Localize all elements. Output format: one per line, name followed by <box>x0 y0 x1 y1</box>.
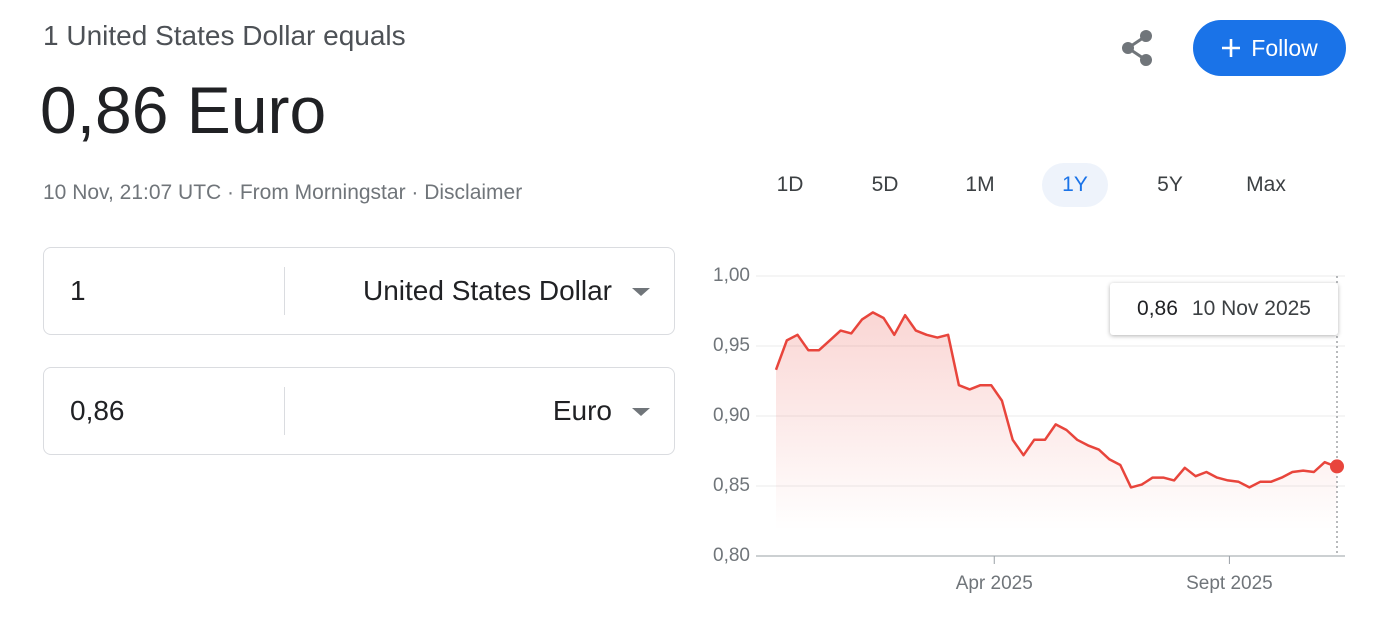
tooltip-value: 0,86 <box>1137 297 1178 320</box>
y-tick-label: 1,00 <box>713 265 750 286</box>
rate-title: 0,86 Euro <box>40 73 327 147</box>
share-button[interactable] <box>1115 26 1159 70</box>
range-button[interactable]: Max <box>1246 173 1286 196</box>
x-tick-label: Sept 2025 <box>1186 573 1273 594</box>
dropdown-caret[interactable] <box>632 408 650 416</box>
dropdown-caret[interactable] <box>632 288 650 296</box>
subtitle: 1 United States Dollar equals <box>43 20 406 51</box>
amount-row: 0,86 Euro <box>43 367 675 455</box>
series-line <box>774 311 1337 489</box>
current-point <box>1330 459 1344 474</box>
range-button[interactable]: 5D <box>871 173 899 196</box>
follow-label: Follow <box>1251 34 1318 61</box>
x-tick-label: Apr 2025 <box>956 573 1033 594</box>
range-button[interactable]: 1D <box>776 173 804 196</box>
area-fill <box>776 312 1337 530</box>
currency-select[interactable]: Euro <box>552 395 612 426</box>
y-tick-label: 0,80 <box>713 545 750 566</box>
plus-icon <box>1222 39 1241 57</box>
amount-row: 1 United States Dollar <box>43 247 675 335</box>
range-button[interactable]: 1M <box>965 173 995 196</box>
y-tick-label: 0,95 <box>713 335 750 356</box>
range-button[interactable]: 1Y <box>1042 163 1108 207</box>
amount-input[interactable]: 1 <box>70 275 86 306</box>
tooltip: 0,86 10 Nov 2025 <box>1110 283 1338 335</box>
divider <box>284 387 285 435</box>
amount-input[interactable]: 0,86 <box>70 395 125 426</box>
tooltip-date: 10 Nov 2025 <box>1191 297 1311 320</box>
y-tick-label: 0,90 <box>713 405 750 426</box>
range-button[interactable]: 5Y <box>1157 173 1183 196</box>
source-meta: 10 Nov, 21:07 UTC · From Morningstar · D… <box>43 181 523 204</box>
y-tick-label: 0,85 <box>713 475 750 496</box>
follow-button[interactable]: Follow <box>1193 20 1346 76</box>
currency-select[interactable]: United States Dollar <box>362 275 612 306</box>
divider <box>284 267 285 315</box>
